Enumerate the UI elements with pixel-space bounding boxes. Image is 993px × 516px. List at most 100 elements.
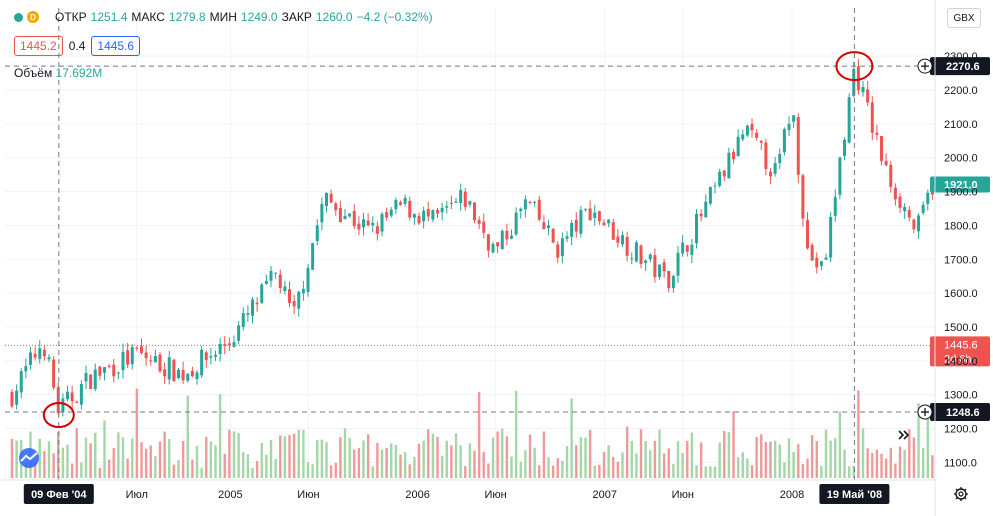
candle-body [662, 262, 666, 272]
volume-bar [519, 461, 522, 478]
candle-body [70, 392, 74, 402]
candle-body [796, 117, 800, 175]
candle-body [648, 254, 652, 260]
candle-body [602, 222, 606, 226]
volume-bar [320, 439, 324, 478]
volume-bar [607, 445, 610, 478]
candle-body [24, 366, 28, 372]
candle-body [718, 171, 722, 186]
volume-bar [630, 440, 633, 478]
scroll-to-realtime-icon[interactable] [893, 424, 915, 446]
candle-body [209, 356, 213, 358]
volume-bar [80, 462, 83, 478]
candle-body [588, 208, 592, 221]
candle-body [852, 68, 856, 96]
volume-bar [547, 456, 550, 478]
volume-bar [316, 439, 319, 478]
candle-body [10, 391, 14, 407]
volume-bar [205, 436, 208, 478]
volume-bar [769, 441, 772, 478]
time-tick-label: 2005 [218, 489, 242, 501]
candle-body [29, 352, 33, 365]
candle-body [676, 252, 680, 276]
volume-bar [801, 464, 805, 478]
volume-bar [413, 457, 416, 478]
volume-bar [797, 444, 800, 478]
candle-body [806, 220, 810, 249]
time-tick-label: 2007 [593, 489, 617, 501]
candle-body [819, 261, 823, 266]
volume-bar [635, 453, 638, 478]
volume-bar [10, 438, 14, 478]
candle-body [847, 97, 851, 143]
delayed-data-badge[interactable]: D [27, 11, 39, 23]
settings-gear-icon[interactable] [953, 486, 969, 502]
candle-body [621, 235, 625, 245]
candle-body [301, 288, 305, 294]
candle-body [653, 255, 657, 278]
candle-body [47, 357, 51, 360]
candle-body [510, 235, 514, 239]
tradingview-logo-icon[interactable] [16, 448, 42, 468]
volume-bar [639, 429, 643, 478]
candle-body [343, 215, 347, 220]
volume-bar [884, 458, 888, 478]
candle-body [315, 225, 319, 242]
volume-bar [491, 437, 495, 478]
candle-body [440, 207, 444, 213]
overlays: 1445.6 2d 6h 1921.0 2270.6 1248.6 09 Фев '04 1… [5, 8, 990, 504]
candle-body [459, 189, 463, 203]
time-axis: Июл 2005 Июн 2006 Июн 2007 Июн 2008 [0, 479, 935, 501]
volume-bar [255, 461, 259, 478]
candle-body [658, 264, 662, 277]
candle-body [89, 374, 93, 390]
candle-body [140, 346, 144, 353]
price-tick-label: 1800.0 [944, 220, 978, 232]
volume-bar [847, 466, 851, 478]
volume-bar [894, 463, 897, 478]
volume-bar [667, 448, 670, 478]
volume-bar [736, 457, 740, 478]
sell-button[interactable]: 1445.2 [14, 36, 63, 56]
candle-body [325, 192, 329, 207]
candle-body [926, 192, 930, 204]
volume-bar [15, 440, 18, 478]
candle-body [736, 136, 740, 157]
volume-bar [866, 448, 869, 478]
current-price-marker [930, 336, 990, 367]
volume-bar [218, 394, 222, 478]
close-value: 1260.0 [315, 10, 353, 24]
volume-bar [223, 453, 226, 478]
candle-body [491, 244, 495, 253]
candle-body [893, 187, 897, 200]
volume-bar [820, 466, 823, 478]
candle-body [334, 203, 338, 211]
volume-bar [732, 411, 735, 478]
volume-bar [228, 429, 231, 478]
volume-bar [366, 434, 370, 478]
crosshair-left-date: 09 Фев '04 [31, 489, 87, 501]
volume-bar [334, 462, 337, 478]
candle-body [126, 350, 130, 365]
volume-bar [921, 448, 925, 478]
volume-bar [514, 390, 518, 478]
candle-body [759, 141, 763, 143]
candle-body [843, 139, 847, 156]
volume-bar [357, 448, 361, 478]
candle-body [186, 373, 190, 381]
price-tick-label: 2100.0 [944, 119, 978, 131]
currency-button[interactable]: GBX [947, 8, 981, 28]
volume-bar [107, 459, 111, 478]
candle-body [246, 313, 250, 315]
candle-body [283, 286, 287, 292]
volume-bar [852, 465, 855, 478]
candle-body [667, 270, 671, 289]
buy-button[interactable]: 1445.6 [91, 36, 141, 56]
annotation-circle-low [42, 402, 75, 429]
volume-bar [505, 436, 509, 478]
volume-bar [403, 452, 407, 478]
candle-body [311, 243, 315, 270]
volume-bar [773, 440, 777, 478]
